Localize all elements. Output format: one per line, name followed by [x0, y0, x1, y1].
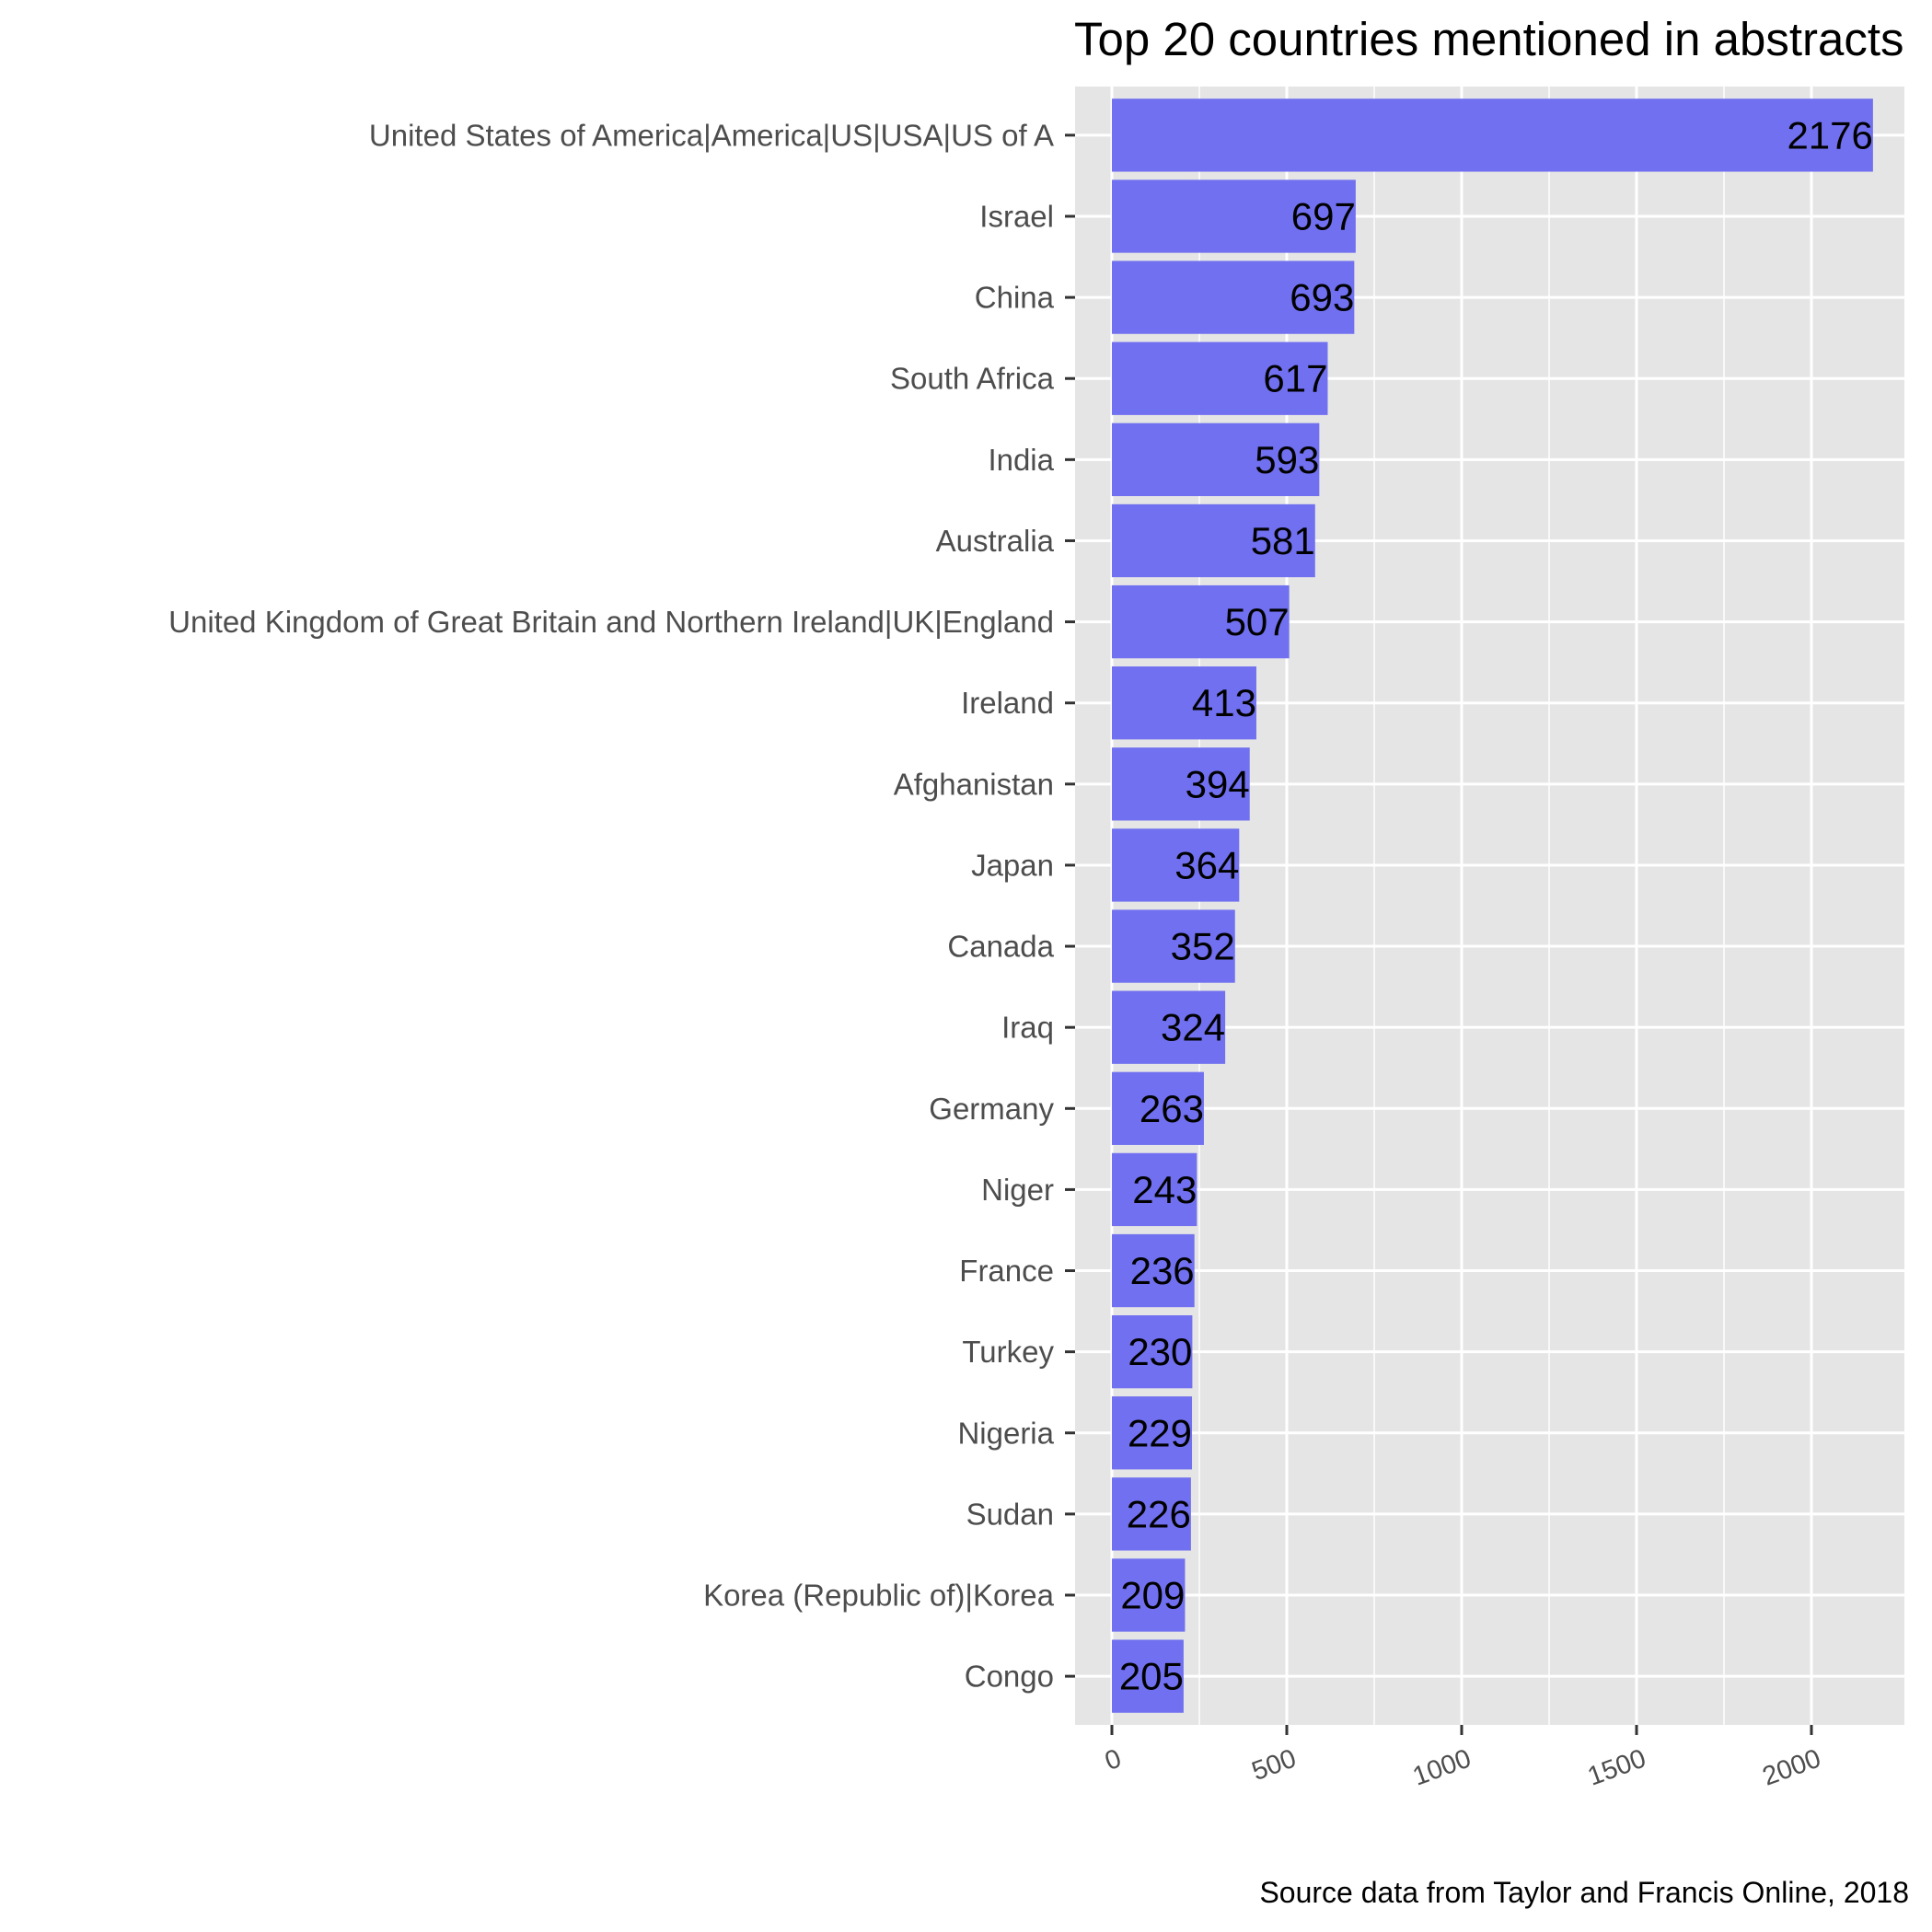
- data-label: 324: [1161, 1006, 1225, 1049]
- y-tick-label: Israel: [979, 199, 1054, 233]
- data-label: 413: [1192, 681, 1256, 724]
- data-labels: 2176 697 693 617 593 581 507 413 394 364 352 324 263…: [1119, 113, 1873, 1697]
- y-tick-label: France: [959, 1254, 1054, 1288]
- bar: [1112, 422, 1320, 496]
- bar: [1112, 1396, 1193, 1470]
- data-label: 230: [1128, 1330, 1192, 1373]
- bar: [1112, 260, 1355, 334]
- data-label: 205: [1119, 1655, 1184, 1698]
- data-label: 226: [1127, 1492, 1191, 1535]
- bar: [1112, 1315, 1193, 1389]
- data-label: 352: [1171, 925, 1235, 968]
- bar: [1112, 828, 1240, 902]
- y-tick-label: Congo: [965, 1660, 1054, 1694]
- y-tick-label: India: [988, 443, 1054, 477]
- y-tick-label: Niger: [981, 1173, 1054, 1207]
- y-tick-label: Australia: [936, 524, 1055, 558]
- y-tick-label: Canada: [947, 930, 1054, 964]
- y-tick-label: Sudan: [966, 1497, 1054, 1531]
- data-label: 209: [1120, 1574, 1185, 1617]
- bar: [1112, 341, 1328, 415]
- y-tick-label: United Kingdom of Great Britain and Nort…: [168, 605, 1054, 639]
- bar: [1112, 909, 1235, 983]
- y-tick-label: United States of America|America|US|USA|…: [369, 118, 1054, 152]
- y-tick-label: Nigeria: [957, 1416, 1054, 1450]
- y-tick-label: Iraq: [1001, 1011, 1054, 1045]
- data-label: 364: [1174, 843, 1239, 886]
- y-tick-label: Japan: [971, 848, 1054, 882]
- data-label: 617: [1263, 357, 1327, 400]
- chart-caption: Source data from Taylor and Francis Onli…: [1259, 1876, 1909, 1909]
- bar: [1112, 666, 1256, 740]
- y-tick-label: Germany: [929, 1092, 1054, 1126]
- y-tick-label: Turkey: [962, 1335, 1054, 1369]
- bar: [1112, 1477, 1191, 1551]
- bar: [1112, 1233, 1195, 1308]
- data-label: 394: [1186, 762, 1250, 805]
- chart-title: Top 20 countries mentioned in abstracts: [1074, 13, 1904, 65]
- y-tick-label: China: [975, 281, 1055, 315]
- data-label: 229: [1128, 1411, 1192, 1454]
- data-label: 693: [1290, 276, 1354, 319]
- data-label: 593: [1255, 438, 1319, 481]
- data-label: 243: [1132, 1168, 1197, 1211]
- data-label: 236: [1130, 1249, 1195, 1292]
- y-tick-label: South Africa: [890, 362, 1055, 396]
- bar: [1112, 179, 1356, 253]
- bar: [1112, 1071, 1204, 1145]
- bar: [1112, 98, 1873, 172]
- bar: [1112, 503, 1315, 578]
- bar: [1112, 747, 1250, 821]
- data-label: 263: [1140, 1087, 1204, 1130]
- bar: [1112, 1639, 1184, 1713]
- data-label: 581: [1251, 519, 1315, 562]
- y-tick-label: Afghanistan: [894, 767, 1054, 801]
- bar: [1112, 1558, 1186, 1632]
- bars: [1112, 98, 1873, 1713]
- y-axis: United States of America|America|US|USA|…: [168, 118, 1075, 1694]
- y-tick-label: Ireland: [961, 686, 1054, 720]
- data-label: 507: [1225, 600, 1290, 643]
- y-tick-label: Korea (Republic of)|Korea: [703, 1579, 1055, 1613]
- bar: [1112, 990, 1226, 1064]
- data-label: 697: [1291, 194, 1356, 237]
- bar: [1112, 584, 1290, 659]
- bar: [1112, 1152, 1197, 1227]
- data-label: 2176: [1787, 113, 1872, 156]
